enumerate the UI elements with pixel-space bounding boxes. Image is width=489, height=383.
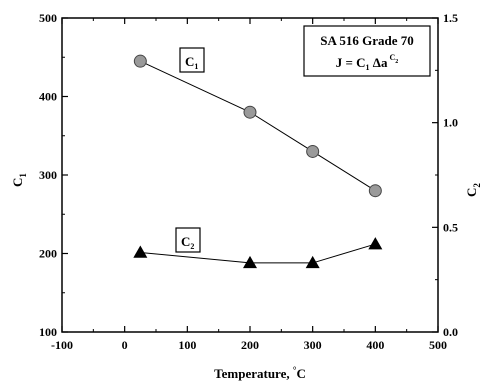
- y-left-tick-label-3: 400: [39, 90, 57, 104]
- c2-label-box: [175, 227, 201, 253]
- equation-label: J = C1 Δa C2: [336, 53, 398, 72]
- material-box: [303, 25, 431, 77]
- material-label: SA 516 Grade 70: [320, 33, 414, 48]
- c1-line: [140, 60, 376, 192]
- c1-point-3: [368, 184, 382, 198]
- x-axis-label: Temperature, °C: [214, 365, 306, 381]
- c1-point-2: [306, 144, 320, 158]
- x-tick-label-1: 0: [122, 338, 128, 352]
- y-left-axis-label: C1: [10, 173, 28, 187]
- x-tick-label-3: 200: [241, 338, 259, 352]
- y-right-tick-label-1: 0.5: [443, 220, 458, 234]
- c1-label: C1: [185, 54, 198, 71]
- c1-point-1: [243, 105, 257, 119]
- c2-point-0: [133, 245, 148, 258]
- c2-point-1: [243, 255, 257, 269]
- c1-point-0: [133, 54, 147, 68]
- y-right-tick-label-2: 1.0: [443, 116, 458, 130]
- y-left-tick-label-0: 100: [39, 325, 57, 339]
- y-right-axis-label: C2: [464, 183, 482, 197]
- y-left-tick-label-1: 200: [39, 247, 57, 261]
- y-right-tick-label-3: 1.5: [443, 11, 458, 25]
- c2-point-3: [368, 237, 383, 250]
- x-tick-label-4: 300: [304, 338, 322, 352]
- y-left-tick-label-2: 300: [39, 168, 57, 182]
- c2-line: [140, 243, 376, 264]
- x-tick-label-2: 100: [178, 338, 196, 352]
- series-c1: [133, 54, 382, 198]
- axes: -100 0 100 200 300 400 5001002003004005000.00.…: [10, 11, 482, 381]
- x-tick-label-5: 400: [366, 338, 384, 352]
- y-left-tick-label-4: 500: [39, 11, 57, 25]
- series-c2: [133, 237, 383, 269]
- x-tick-label-0: -100: [51, 338, 73, 352]
- c1-label-box: [179, 47, 205, 73]
- annotations: C1 C2 SA 516 Grade 70 J = C1 Δa C2: [175, 25, 431, 253]
- c2-point-2: [305, 255, 320, 269]
- y-right-tick-label-0: 0.0: [443, 325, 458, 339]
- c2-label: C2: [181, 234, 194, 251]
- x-tick-label-6: 500: [429, 338, 447, 352]
